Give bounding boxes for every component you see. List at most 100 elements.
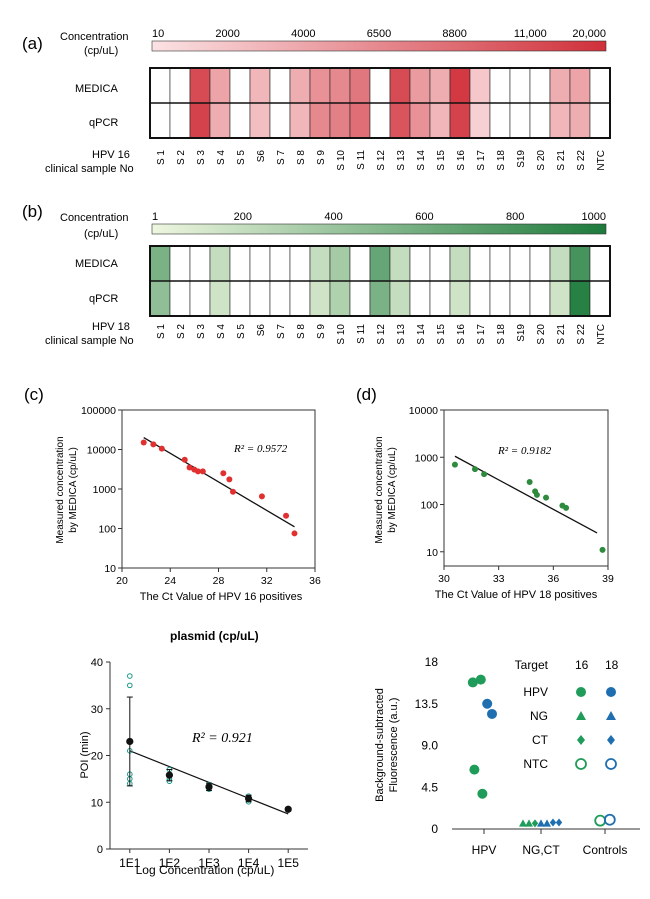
x-tick-label-e: 1E5 <box>278 856 300 870</box>
scatter-hpv18: Measured concentration by MEDICA (cp/uL)… <box>374 405 614 601</box>
heatmap-b-cell <box>449 280 471 317</box>
heatmap-b-col-label: S 11 <box>356 324 367 344</box>
x-tick-label-c: 36 <box>309 575 321 587</box>
y-tick-label-f: 0 <box>431 822 438 836</box>
x-tick-label-c: 32 <box>261 575 273 587</box>
data-point-f <box>555 818 563 827</box>
colorbar-a-tick: 8800 <box>442 28 466 40</box>
heatmap-b-xlabel-1: HPV 18 <box>92 321 130 333</box>
heatmap-a-cell <box>309 102 331 139</box>
scatter-c-ylabel-1: Measured concentration <box>55 436 66 543</box>
heatmap-a-cell <box>189 67 211 104</box>
heatmap-b-cell <box>169 245 191 282</box>
heatmap-a-col-label: S6 <box>256 150 267 163</box>
data-point-c <box>226 476 233 483</box>
heatmap-b-cell <box>289 245 311 282</box>
heatmap-b-col-label: S 9 <box>316 324 327 339</box>
scatter-c-xlabel: The Ct Value of HPV 16 positives <box>140 591 303 603</box>
heatmap-b-col-label: NTC <box>596 324 607 345</box>
heatmap-a-cell <box>289 67 311 104</box>
data-point-c <box>229 488 236 495</box>
y-tick-label-e: 20 <box>91 751 103 763</box>
data-point-d <box>533 491 540 498</box>
y-tick-label-c: 100 <box>98 524 116 536</box>
heatmap-b-cell <box>509 245 531 282</box>
heatmap-b-cell <box>249 280 271 317</box>
x-tick-label-d: 33 <box>493 573 505 585</box>
colorbar-a-tick: 10 <box>152 28 164 40</box>
x-tick-label-c: 20 <box>116 575 128 587</box>
heatmap-b-col-label: S 3 <box>196 324 207 339</box>
heatmap-a-cell <box>289 102 311 139</box>
heatmap-a-cell <box>349 67 371 104</box>
colorbar-a-tick: 20,000 <box>572 28 606 40</box>
data-point-f <box>467 677 478 688</box>
legend-marker-16 <box>575 758 587 770</box>
heatmap-b-col-label: S 15 <box>436 324 447 345</box>
heatmap-b-cell <box>469 280 491 317</box>
y-tick-label-e: 0 <box>97 844 103 856</box>
heatmap-a-cell <box>209 102 231 139</box>
scatter-f-ylabel-2: Fluorescence (a.u.) <box>388 698 400 793</box>
heatmap-b-row-qpcr: qPCR <box>89 293 118 305</box>
colorbar-b-tick: 1 <box>152 211 158 223</box>
scatter-e-r2: R² = 0.921 <box>191 731 253 746</box>
heatmap-b-cell <box>229 245 251 282</box>
legend-row-ct: CT <box>532 733 549 747</box>
heatmap-a-cell <box>369 102 391 139</box>
heatmap-a-cell <box>529 67 551 104</box>
scatter-c-r2: R² = 0.9572 <box>233 443 288 455</box>
plot-frame-c <box>121 409 316 569</box>
mean-point <box>245 794 253 803</box>
data-point-c <box>150 441 157 448</box>
heatmap-a-cell <box>269 102 291 139</box>
data-point-c <box>199 468 206 475</box>
x-tick-label-c: 28 <box>213 575 225 587</box>
legend-marker-18 <box>606 687 616 697</box>
panel-label-b: (b) <box>22 202 43 221</box>
heatmap-a-col-label: S 22 <box>576 150 587 171</box>
x-tick-label-d: 30 <box>438 573 450 585</box>
heatmap-b-col-label: S 2 <box>176 324 187 339</box>
heatmap-a-cell <box>509 67 531 104</box>
heatmap-a-cell <box>229 102 251 139</box>
data-point-c <box>258 493 265 500</box>
heatmap-b-col-label: S 22 <box>576 324 587 345</box>
mean-point <box>165 771 173 779</box>
heatmap-b-cell <box>549 280 571 317</box>
heatmap-b-cell <box>209 245 231 282</box>
heatmap-a-col-label: S19 <box>516 150 527 168</box>
heatmap-a-col-label: S 12 <box>376 150 387 171</box>
scatter-d-ylabel-1: Measured concentration <box>374 436 385 543</box>
colorbar-a-tick: 2000 <box>215 28 239 40</box>
heatmap-a-cell <box>489 102 511 139</box>
heatmap-a-col-label: S 17 <box>476 150 487 171</box>
heatmap-b-col-label: S 17 <box>476 324 487 345</box>
y-tick-label-e: 30 <box>91 704 103 716</box>
heatmap-b-cell <box>409 245 431 282</box>
heatmap-a-col-label: S 18 <box>496 150 507 171</box>
heatmap-b-col-label: S 5 <box>236 324 247 339</box>
heatmap-a-cell <box>409 102 431 139</box>
colorbar-b-tick: 800 <box>506 211 524 223</box>
data-point-d <box>563 504 570 511</box>
heatmap-b-cell <box>489 245 511 282</box>
heatmap-b-cell <box>549 245 571 282</box>
data-point-d <box>526 478 533 485</box>
y-tick-label-f: 4.5 <box>421 780 438 794</box>
colorbar-a-tick: 4000 <box>291 28 315 40</box>
x-tick-label-d: 36 <box>547 573 559 585</box>
scatter-c-ylabel-2: by MEDICA (cp/uL) <box>68 447 79 533</box>
colorbar-b-tick: 200 <box>234 211 252 223</box>
heatmap-b-col-label: S 16 <box>456 324 467 345</box>
heatmap-a-cell <box>549 67 571 104</box>
heatmap-b-col-label: S 18 <box>496 324 507 345</box>
scatter-e-xlabel: Log Concentration (cp/uL) <box>136 863 275 877</box>
heatmap-a-col-label: S 8 <box>296 150 307 165</box>
heatmap-b-cell <box>509 280 531 317</box>
heatmap-b-cell <box>309 280 331 317</box>
category-label: Controls <box>583 843 628 857</box>
heatmap-b-cell <box>289 280 311 317</box>
heatmap-b-cell <box>469 245 491 282</box>
